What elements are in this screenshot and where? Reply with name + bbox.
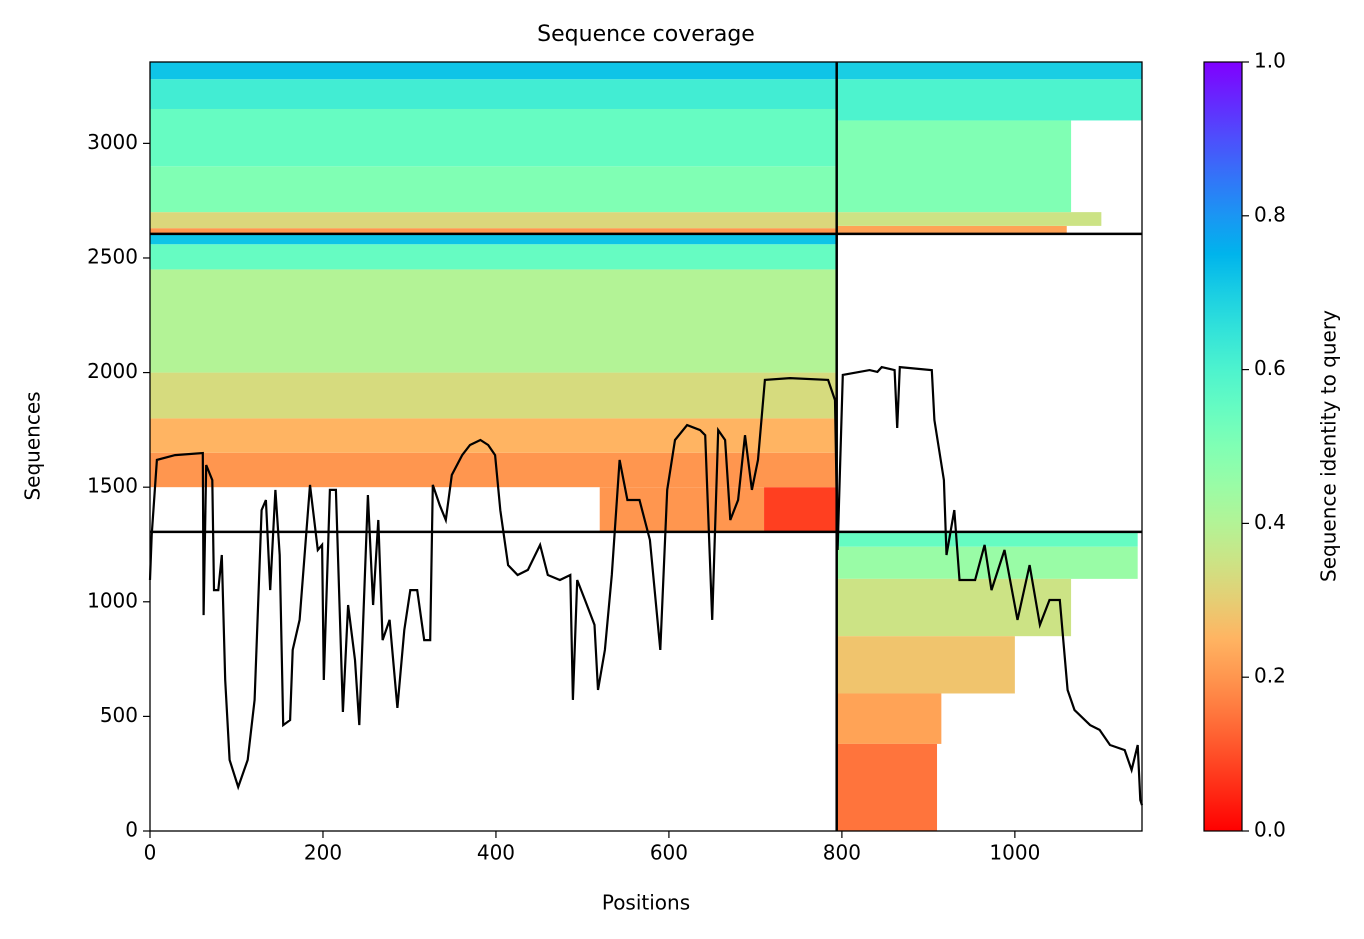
- coverage-block: [836, 636, 1015, 694]
- coverage-block: [836, 212, 1102, 226]
- y-tick-label: 0: [125, 818, 138, 842]
- plot-frame: [149, 61, 1143, 832]
- chart-title: Sequence coverage: [537, 22, 755, 47]
- coverage-block: [764, 487, 837, 532]
- coverage-block: [150, 212, 837, 229]
- colorbar-tick-label: 1.0: [1254, 49, 1286, 73]
- colorbar: [1203, 61, 1243, 832]
- colorbar-tick-label: 0.8: [1254, 202, 1286, 226]
- x-tick-label: 400: [477, 841, 515, 865]
- y-tick-label: 1500: [87, 474, 138, 498]
- coverage-block: [836, 62, 1142, 80]
- coverage-block: [836, 693, 942, 744]
- x-axis-label: Positions: [602, 891, 690, 915]
- coverage-block: [150, 62, 837, 80]
- coverage-block: [836, 743, 938, 831]
- coverage-block: [150, 228, 837, 234]
- colorbar-label: Sequence identity to query: [1317, 310, 1341, 582]
- y-tick-label: 1000: [87, 588, 138, 612]
- y-tick-label: 500: [100, 703, 138, 727]
- coverage-block: [150, 452, 837, 488]
- y-tick-label: 2500: [87, 244, 138, 268]
- coverage-block: [836, 578, 1072, 637]
- y-tick-label: 3000: [87, 130, 138, 154]
- coverage-block: [836, 79, 1142, 121]
- colorbar-tick-label: 0.6: [1254, 356, 1286, 380]
- y-tick-label: 2000: [87, 359, 138, 383]
- x-tick-label: 600: [650, 841, 688, 865]
- coverage-block: [150, 166, 837, 213]
- x-tick-label: 800: [823, 841, 861, 865]
- coverage-block: [150, 372, 837, 419]
- x-tick-label: 200: [304, 841, 342, 865]
- coverage-block: [836, 225, 1067, 234]
- coverage-block: [150, 108, 837, 167]
- coverage-block: [150, 79, 837, 109]
- colorbar-tick-label: 0.4: [1254, 510, 1286, 534]
- coverage-line: [148, 365, 1144, 806]
- colorbar-tick-label: 0.2: [1254, 664, 1286, 688]
- coverage-block: [150, 418, 837, 453]
- x-tick-label: 1000: [989, 841, 1040, 865]
- coverage-block: [836, 120, 1072, 213]
- y-axis-label: Sequences: [21, 391, 45, 500]
- coverage-block: [150, 244, 837, 270]
- x-tick-label: 0: [144, 841, 157, 865]
- coverage-block: [150, 233, 837, 245]
- coverage-block: [836, 531, 1138, 547]
- colorbar-tick-label: 0.0: [1254, 818, 1286, 842]
- coverage-block: [150, 269, 837, 373]
